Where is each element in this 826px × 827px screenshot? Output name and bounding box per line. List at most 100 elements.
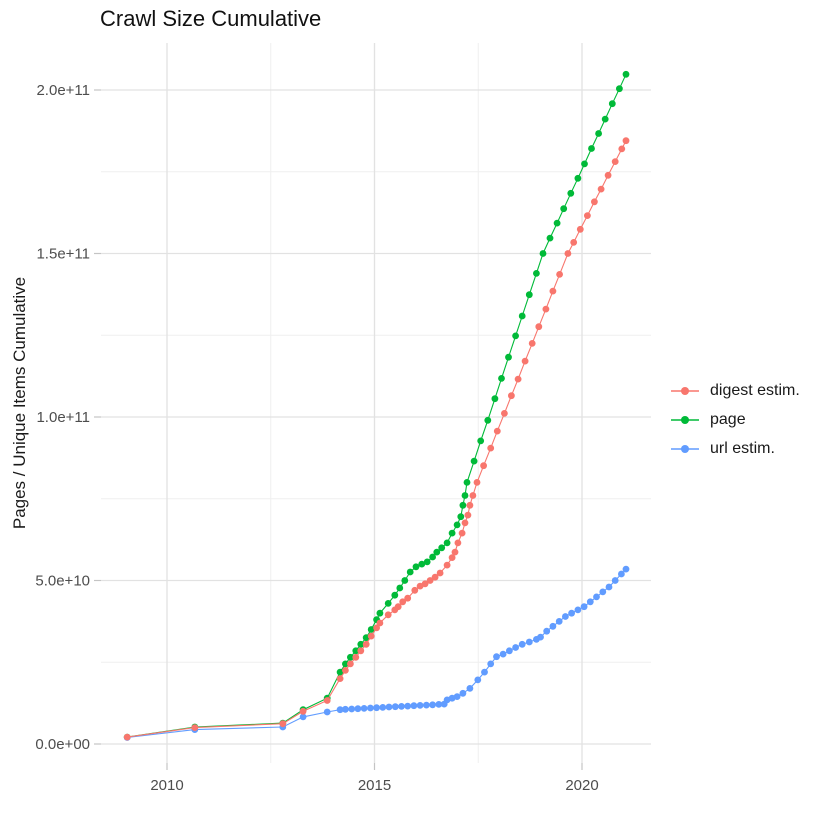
series-point-page [484,416,492,424]
series-point-page [505,353,512,361]
series-point-digest-estim- [556,271,563,278]
series-point-url-estim- [429,701,436,709]
series-point-url-estim- [342,705,349,713]
series-point-page [459,501,467,509]
series-point-page [518,312,526,320]
series-point-url-estim- [543,627,551,635]
series-point-digest-estim- [451,548,459,556]
series-point-page [491,395,499,403]
series-point-page [406,568,414,576]
series-point-url-estim- [487,660,495,668]
series-point-digest-estim- [421,580,429,588]
series-point-page [423,558,431,566]
series-point-digest-estim- [604,171,612,179]
series-point-page [463,479,471,486]
series-point-page [595,130,602,137]
series-point-page [336,668,344,676]
series-point-page [347,653,354,661]
series-point-digest-estim- [508,392,515,400]
series-point-digest-estim- [279,720,287,728]
series-point-url-estim- [416,702,424,709]
series-point-digest-estim- [493,427,501,435]
series-point-url-estim- [618,570,625,578]
series-point-digest-estim- [622,137,630,145]
series-point-digest-estim- [431,573,439,581]
series-point-url-estim- [423,701,430,709]
series-point-url-estim- [323,708,331,716]
x-tick-label: 2010 [150,777,183,794]
series-point-digest-estim- [373,624,380,632]
series-point-url-estim- [474,676,482,684]
series-point-url-estim- [453,693,461,700]
series-point-url-estim- [586,598,594,606]
series-point-url-estim- [599,588,607,596]
series-point-digest-estim- [570,239,578,246]
series-point-digest-estim- [564,250,572,257]
series-point-page [533,270,540,277]
series-point-page [588,145,595,152]
y-tick-label: 2.0e+11 [36,82,90,99]
series-point-digest-estim- [473,479,481,486]
series-line-digest-estim- [127,140,627,738]
series-point-digest-estim- [618,145,626,153]
series-point-url-estim- [593,593,600,601]
series-point-page [367,626,375,633]
series-point-url-estim- [493,653,500,661]
series-point-url-estim- [459,689,467,697]
series-point-digest-estim- [576,225,584,233]
series-point-digest-estim- [299,707,307,715]
series-point-digest-estim- [461,519,469,527]
series-point-url-estim- [611,577,619,584]
legend-item-page: page [670,405,800,434]
series-point-url-estim- [360,705,368,712]
y-tick-label: 1.0e+11 [36,409,90,426]
series-line-page [127,74,627,738]
series-point-url-estim- [348,705,356,713]
series-point-page [384,600,392,607]
series-point-page [477,437,485,445]
series-point-page [560,205,568,213]
series-point-page [470,457,478,465]
series-point-digest-estim- [426,577,434,584]
series-point-digest-estim- [597,185,605,193]
chart-title: Crawl Size Cumulative [100,6,322,31]
series-point-url-estim- [391,703,399,711]
series-point-page [567,189,575,197]
legend-label: page [710,410,746,428]
series-point-digest-estim- [352,653,360,661]
series-point-digest-estim- [347,660,354,668]
series-point-url-estim- [549,622,557,630]
series-point-url-estim- [506,647,513,655]
series-point-page [553,219,561,227]
series-point-digest-estim- [466,501,474,509]
series-point-page [608,100,616,108]
series-point-url-estim- [336,706,344,714]
y-tick-label: 1.5e+11 [36,246,90,263]
series-point-digest-estim- [549,287,557,295]
series-point-digest-estim- [514,375,522,383]
series-point-digest-estim- [542,305,550,313]
series-point-page [601,115,609,123]
y-tick-label: 0.0e+00 [35,736,90,753]
series-point-url-estim- [481,668,488,676]
legend-key-icon [671,386,699,395]
series-point-page [498,375,505,382]
series-point-url-estim- [410,702,418,710]
series-point-url-estim- [537,633,544,641]
series-point-page [448,529,456,537]
series-point-page [396,584,404,592]
series-point-digest-estim- [535,323,543,331]
legend-item-url-estim-: url estim. [670,434,800,463]
series-point-page [418,560,426,568]
series-point-digest-estim- [404,594,412,602]
series-point-page [433,548,441,556]
legend-label: url estim. [710,439,775,457]
series-point-url-estim- [622,565,630,573]
series-point-url-estim- [398,703,405,710]
series-point-digest-estim- [528,340,536,347]
series-point-digest-estim- [454,539,462,547]
series-point-digest-estim- [384,611,392,619]
series-point-digest-estim- [458,529,466,537]
series-point-page [616,85,623,93]
